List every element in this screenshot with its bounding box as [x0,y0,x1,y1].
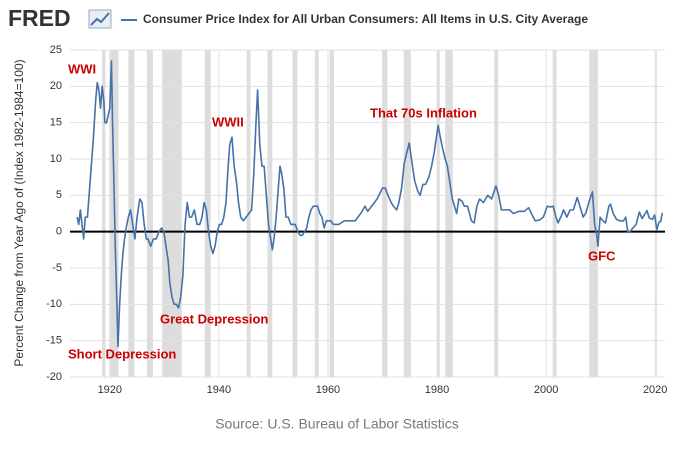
recession-band [146,50,153,377]
recession-band [267,50,273,377]
legend-label: Consumer Price Index for All Urban Consu… [143,12,588,26]
logo-icon [88,9,112,29]
y-tick-label: -20 [46,371,62,383]
recession-band [381,50,388,377]
x-tick-label: 1980 [425,384,449,396]
source: Source: U.S. Bureau of Labor Statistics [215,416,459,432]
recession-band [292,50,298,377]
recession-band [445,50,453,377]
y-axis-label: Percent Change from Year Ago of (Index 1… [12,59,26,366]
annotation: WWI [68,61,96,76]
y-tick-label: -10 [46,298,62,310]
plot-area [70,50,665,377]
y-tick-label: 0 [56,226,62,238]
x-tick-label: 1920 [98,384,122,396]
recession-band [204,50,211,377]
x-tick-label: 2020 [643,384,667,396]
annotation: GFC [588,248,616,263]
y-tick-label: 25 [50,44,62,56]
y-tick-label: -5 [52,262,62,274]
y-tick-label: 15 [50,117,62,129]
y-tick-label: -15 [46,335,62,347]
recession-band [655,50,657,377]
y-tick-label: 5 [56,189,62,201]
recession-band [494,50,499,377]
recession-band [403,50,411,377]
x-tick-label: 1960 [316,384,340,396]
recession-band [102,50,106,377]
x-tick-label: 2000 [534,384,558,396]
recession-band [162,50,182,377]
y-tick-label: 20 [50,80,62,92]
annotation: Great Depression [160,311,268,326]
y-tick-label: 10 [50,153,62,165]
series-line [76,60,664,348]
annotation: That 70s Inflation [370,105,477,120]
annotation: Short Depression [68,346,176,361]
x-tick-label: 1940 [207,384,231,396]
recession-band [329,50,334,377]
brand-logo: FRED [8,5,71,31]
recession-band [314,50,319,377]
recession-band [437,50,440,377]
annotation: WWII [212,114,244,129]
